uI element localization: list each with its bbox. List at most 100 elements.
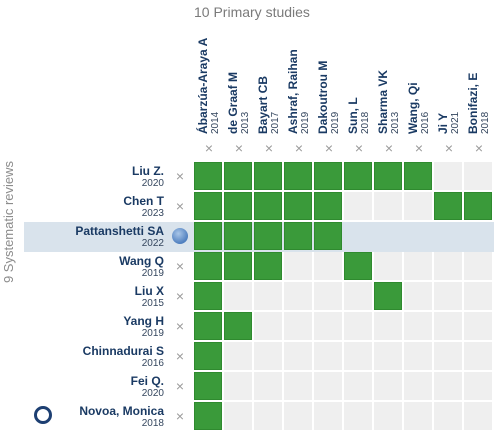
matrix-cell-empty[interactable] (464, 162, 492, 190)
remove-row-icon[interactable]: × (175, 348, 185, 364)
column-header[interactable]: Bonifazi, E 2018 (464, 26, 494, 156)
matrix-cell-empty[interactable] (284, 312, 312, 340)
matrix-cell-included[interactable] (224, 192, 252, 220)
matrix-cell-included[interactable] (254, 252, 282, 280)
matrix-cell-empty[interactable] (254, 312, 282, 340)
remove-column-icon[interactable]: × (264, 140, 274, 156)
matrix-cell-included[interactable] (344, 252, 372, 280)
matrix-cell-empty[interactable] (254, 342, 282, 370)
matrix-cell-included[interactable] (374, 162, 402, 190)
matrix-cell-empty[interactable] (374, 252, 402, 280)
matrix-cell-empty[interactable] (404, 192, 432, 220)
remove-row-icon[interactable]: × (175, 378, 185, 394)
matrix-cell-included[interactable] (224, 252, 252, 280)
matrix-cell-empty[interactable] (434, 372, 462, 400)
matrix-cell-empty[interactable] (284, 342, 312, 370)
matrix-cell-empty[interactable] (284, 252, 312, 280)
matrix-cell-empty[interactable] (464, 342, 492, 370)
matrix-cell-empty[interactable] (254, 282, 282, 310)
remove-column-icon[interactable]: × (444, 140, 454, 156)
matrix-cell-empty[interactable] (314, 402, 342, 430)
matrix-cell-empty[interactable] (404, 372, 432, 400)
column-header[interactable]: Sharma VK 2013 (374, 26, 404, 156)
matrix-cell-included[interactable] (194, 222, 222, 250)
column-header[interactable]: Sun, L 2018 (344, 26, 374, 156)
remove-row-icon[interactable]: × (175, 408, 185, 424)
matrix-cell-empty[interactable] (404, 282, 432, 310)
matrix-cell-included[interactable] (254, 192, 282, 220)
selected-row-indicator-icon[interactable] (172, 228, 188, 244)
matrix-cell-empty[interactable] (314, 372, 342, 400)
remove-row-icon[interactable]: × (175, 198, 185, 214)
matrix-cell-included[interactable] (224, 222, 252, 250)
matrix-cell-empty[interactable] (374, 342, 402, 370)
row-review-label[interactable]: Liu X 2015 (20, 284, 164, 310)
matrix-cell-included[interactable] (404, 162, 432, 190)
remove-row-icon[interactable]: × (175, 288, 185, 304)
matrix-cell-empty[interactable] (344, 192, 372, 220)
matrix-cell-empty[interactable] (464, 282, 492, 310)
matrix-cell-empty[interactable] (404, 222, 432, 250)
matrix-cell-included[interactable] (434, 192, 462, 220)
column-header[interactable]: Wang, Qi 2016 (404, 26, 434, 156)
matrix-cell-included[interactable] (194, 342, 222, 370)
column-header[interactable]: Ábarzúa-Araya A 2014 (194, 26, 224, 156)
matrix-cell-empty[interactable] (434, 402, 462, 430)
row-review-label[interactable]: Chen T 2023 (20, 194, 164, 220)
matrix-cell-included[interactable] (374, 282, 402, 310)
row-review-label[interactable]: Novoa, Monica 2018 (20, 404, 164, 430)
matrix-cell-empty[interactable] (434, 162, 462, 190)
matrix-cell-empty[interactable] (344, 312, 372, 340)
remove-column-icon[interactable]: × (234, 140, 244, 156)
remove-column-icon[interactable]: × (324, 140, 334, 156)
matrix-cell-included[interactable] (314, 222, 342, 250)
matrix-cell-empty[interactable] (314, 312, 342, 340)
matrix-cell-included[interactable] (284, 222, 312, 250)
matrix-cell-empty[interactable] (344, 342, 372, 370)
matrix-cell-included[interactable] (464, 192, 492, 220)
matrix-cell-empty[interactable] (284, 282, 312, 310)
matrix-cell-empty[interactable] (464, 372, 492, 400)
matrix-cell-empty[interactable] (434, 222, 462, 250)
matrix-cell-included[interactable] (194, 192, 222, 220)
matrix-cell-empty[interactable] (254, 372, 282, 400)
matrix-cell-empty[interactable] (224, 282, 252, 310)
row-review-label[interactable]: Liu Z. 2020 (20, 164, 164, 190)
matrix-cell-included[interactable] (254, 162, 282, 190)
matrix-cell-included[interactable] (194, 252, 222, 280)
matrix-cell-empty[interactable] (344, 402, 372, 430)
matrix-cell-empty[interactable] (224, 372, 252, 400)
column-header[interactable]: Ji Y 2021 (434, 26, 464, 156)
matrix-cell-empty[interactable] (404, 342, 432, 370)
remove-row-icon[interactable]: × (175, 168, 185, 184)
matrix-cell-empty[interactable] (374, 372, 402, 400)
remove-column-icon[interactable]: × (294, 140, 304, 156)
matrix-cell-empty[interactable] (434, 342, 462, 370)
matrix-cell-empty[interactable] (374, 222, 402, 250)
matrix-cell-empty[interactable] (404, 402, 432, 430)
matrix-cell-empty[interactable] (464, 402, 492, 430)
row-review-label[interactable]: Wang Q 2019 (20, 254, 164, 280)
matrix-cell-included[interactable] (314, 162, 342, 190)
matrix-cell-empty[interactable] (284, 372, 312, 400)
matrix-cell-included[interactable] (194, 162, 222, 190)
row-review-label[interactable]: Pattanshetti SA 2022 (20, 224, 164, 250)
matrix-cell-empty[interactable] (464, 312, 492, 340)
matrix-cell-empty[interactable] (374, 312, 402, 340)
matrix-cell-empty[interactable] (434, 312, 462, 340)
remove-column-icon[interactable]: × (354, 140, 364, 156)
matrix-cell-empty[interactable] (374, 192, 402, 220)
matrix-cell-included[interactable] (194, 312, 222, 340)
remove-row-icon[interactable]: × (175, 258, 185, 274)
matrix-cell-empty[interactable] (254, 402, 282, 430)
matrix-cell-empty[interactable] (344, 372, 372, 400)
matrix-cell-included[interactable] (284, 192, 312, 220)
remove-column-icon[interactable]: × (474, 140, 484, 156)
matrix-cell-empty[interactable] (374, 402, 402, 430)
matrix-cell-empty[interactable] (464, 252, 492, 280)
matrix-cell-empty[interactable] (284, 402, 312, 430)
column-header[interactable]: Ashraf, Raihan 2019 (284, 26, 314, 156)
matrix-cell-empty[interactable] (224, 342, 252, 370)
matrix-cell-included[interactable] (194, 282, 222, 310)
matrix-cell-empty[interactable] (404, 312, 432, 340)
